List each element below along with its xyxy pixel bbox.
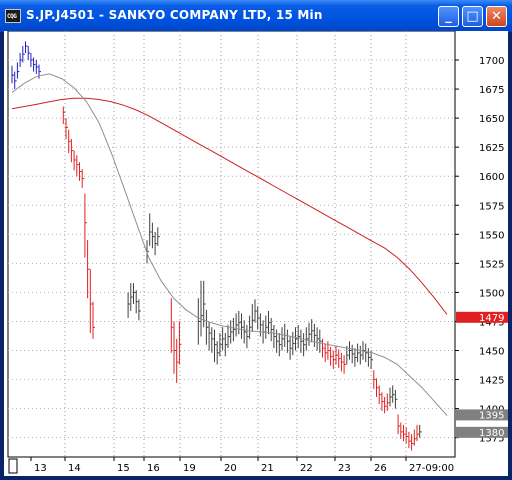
window-title: S.JP.J4501 - SANKYO COMPANY LTD, 15 Min	[26, 8, 323, 22]
y-tick-label: 1575	[479, 201, 504, 212]
x-tick-label: 13	[34, 463, 47, 474]
x-tick-label: 27-09:00	[409, 463, 454, 474]
y-tick-label: 1675	[479, 85, 504, 96]
y-tick-label: 1500	[479, 288, 504, 299]
price-tag	[456, 311, 508, 323]
slow-moving-average	[11, 97, 448, 315]
y-tick-label: 1475	[479, 317, 504, 328]
maximize-button[interactable]: □	[462, 6, 483, 27]
price-tag-label: 1395	[479, 410, 504, 421]
plot-area[interactable]	[7, 31, 456, 458]
x-tick-label: 22	[300, 463, 313, 474]
y-tick-label: 1450	[479, 347, 504, 358]
app-icon-label: CQG	[7, 13, 17, 20]
x-tick-label: 23	[338, 463, 351, 474]
y-tick-label: 1650	[479, 114, 504, 125]
price-chart[interactable]: 1700 1675 1650 1625 1600 1575 1550 1525 1500 1475…	[4, 31, 508, 476]
y-tick-label: 1550	[479, 230, 504, 241]
x-tick-label: 14	[68, 463, 81, 474]
fast-moving-average	[11, 73, 448, 416]
x-tick-label: 19	[183, 463, 196, 474]
x-tick-label: 15	[117, 463, 130, 474]
title-bar[interactable]: CQG S.JP.J4501 - SANKYO COMPANY LTD, 15 …	[0, 0, 512, 32]
x-tick-label: 16	[147, 463, 160, 474]
price-tag	[456, 409, 508, 421]
y-tick-label: 1625	[479, 143, 504, 154]
x-tick-label: 21	[261, 463, 274, 474]
chart-client-area[interactable]: 1700 1675 1650 1625 1600 1575 1550 1525 1500 1475…	[4, 31, 508, 476]
y-tick-label: 1525	[479, 259, 504, 270]
y-tick-label: 1425	[479, 376, 504, 387]
price-tag-label: 1479	[479, 313, 504, 324]
cqg-app-icon[interactable]: CQG	[5, 9, 21, 23]
price-tag	[456, 426, 508, 438]
x-tick-label: 20	[224, 463, 237, 474]
y-tick-label: 1600	[479, 172, 504, 183]
y-tick-label: 1375	[479, 434, 504, 445]
scroll-handle[interactable]	[8, 458, 18, 474]
x-tick-label: 26	[374, 463, 387, 474]
y-tick-label: 1700	[479, 56, 504, 67]
close-button[interactable]: ✕	[486, 6, 507, 27]
minimize-button[interactable]: _	[438, 6, 459, 27]
price-tag-label: 1380	[479, 428, 504, 439]
